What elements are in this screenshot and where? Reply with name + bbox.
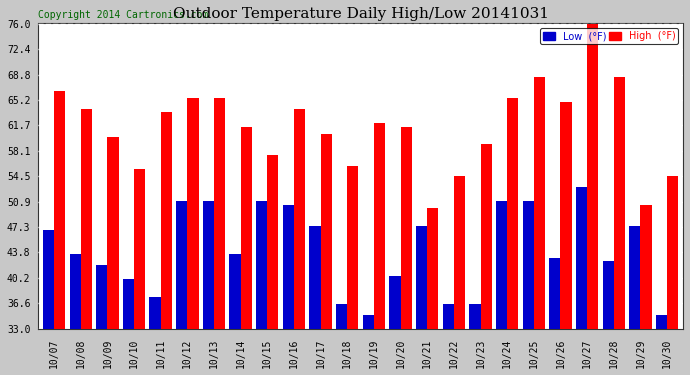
Bar <box>150 297 161 329</box>
Bar <box>640 205 651 329</box>
Bar <box>123 279 134 329</box>
Bar <box>443 304 454 329</box>
Bar <box>294 109 305 329</box>
Bar <box>256 201 267 329</box>
Bar <box>416 226 427 329</box>
Bar <box>108 137 119 329</box>
Bar <box>507 98 518 329</box>
Bar <box>241 126 252 329</box>
Bar <box>656 315 667 329</box>
Bar <box>469 304 480 329</box>
Bar <box>549 258 560 329</box>
Bar <box>321 134 332 329</box>
Bar <box>401 126 412 329</box>
Bar <box>347 166 358 329</box>
Legend: Low  (°F), High  (°F): Low (°F), High (°F) <box>540 28 678 44</box>
Bar <box>522 201 534 329</box>
Bar <box>230 254 241 329</box>
Bar <box>70 254 81 329</box>
Bar <box>309 226 321 329</box>
Bar <box>374 123 385 329</box>
Bar <box>134 169 145 329</box>
Bar <box>587 24 598 329</box>
Bar <box>96 265 108 329</box>
Bar <box>203 201 214 329</box>
Title: Outdoor Temperature Daily High/Low 20141031: Outdoor Temperature Daily High/Low 20141… <box>172 7 549 21</box>
Bar <box>454 176 465 329</box>
Bar <box>614 77 625 329</box>
Bar <box>176 201 187 329</box>
Bar <box>283 205 294 329</box>
Bar <box>427 208 438 329</box>
Bar <box>560 102 571 329</box>
Bar <box>602 261 614 329</box>
Bar <box>576 187 587 329</box>
Bar <box>363 315 374 329</box>
Bar <box>267 155 279 329</box>
Bar <box>336 304 347 329</box>
Bar <box>161 112 172 329</box>
Bar <box>496 201 507 329</box>
Bar <box>54 91 66 329</box>
Bar <box>187 98 199 329</box>
Bar <box>667 176 678 329</box>
Text: Copyright 2014 Cartronics.com: Copyright 2014 Cartronics.com <box>38 10 208 21</box>
Bar <box>629 226 640 329</box>
Bar <box>480 144 492 329</box>
Bar <box>43 230 54 329</box>
Bar <box>534 77 545 329</box>
Bar <box>389 276 401 329</box>
Bar <box>214 98 225 329</box>
Bar <box>81 109 92 329</box>
